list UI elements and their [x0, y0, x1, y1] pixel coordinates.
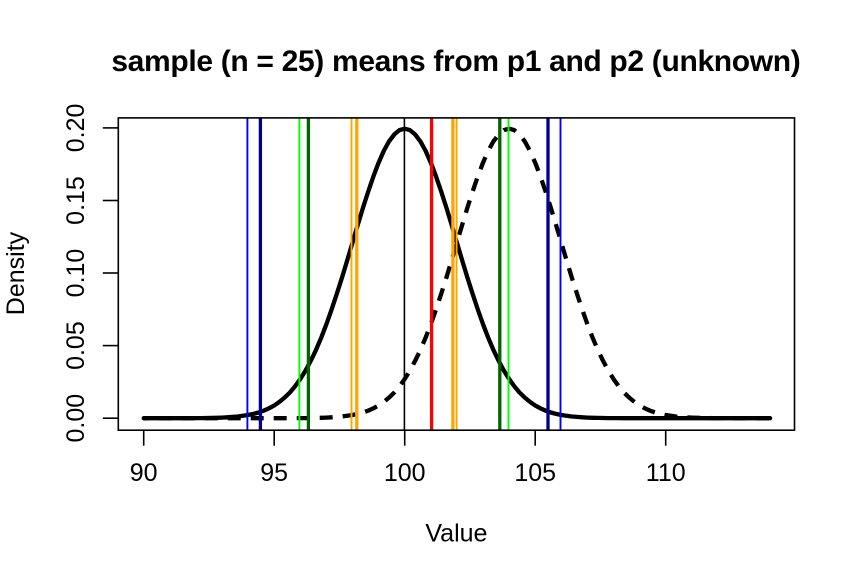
svg-text:sample (n = 25) means from p1: sample (n = 25) means from p1 and p2 (un… [111, 45, 800, 78]
svg-text:110: 110 [646, 459, 686, 487]
svg-text:Density: Density [2, 231, 30, 315]
svg-text:95: 95 [260, 459, 288, 487]
svg-text:0.10: 0.10 [62, 249, 90, 298]
svg-text:90: 90 [130, 459, 158, 487]
svg-text:100: 100 [384, 459, 426, 487]
svg-text:0.15: 0.15 [62, 176, 90, 225]
svg-text:Value: Value [425, 519, 487, 547]
svg-text:0.20: 0.20 [62, 104, 90, 153]
svg-text:0.00: 0.00 [62, 394, 90, 443]
svg-text:105: 105 [514, 459, 556, 487]
svg-text:0.05: 0.05 [62, 321, 90, 370]
